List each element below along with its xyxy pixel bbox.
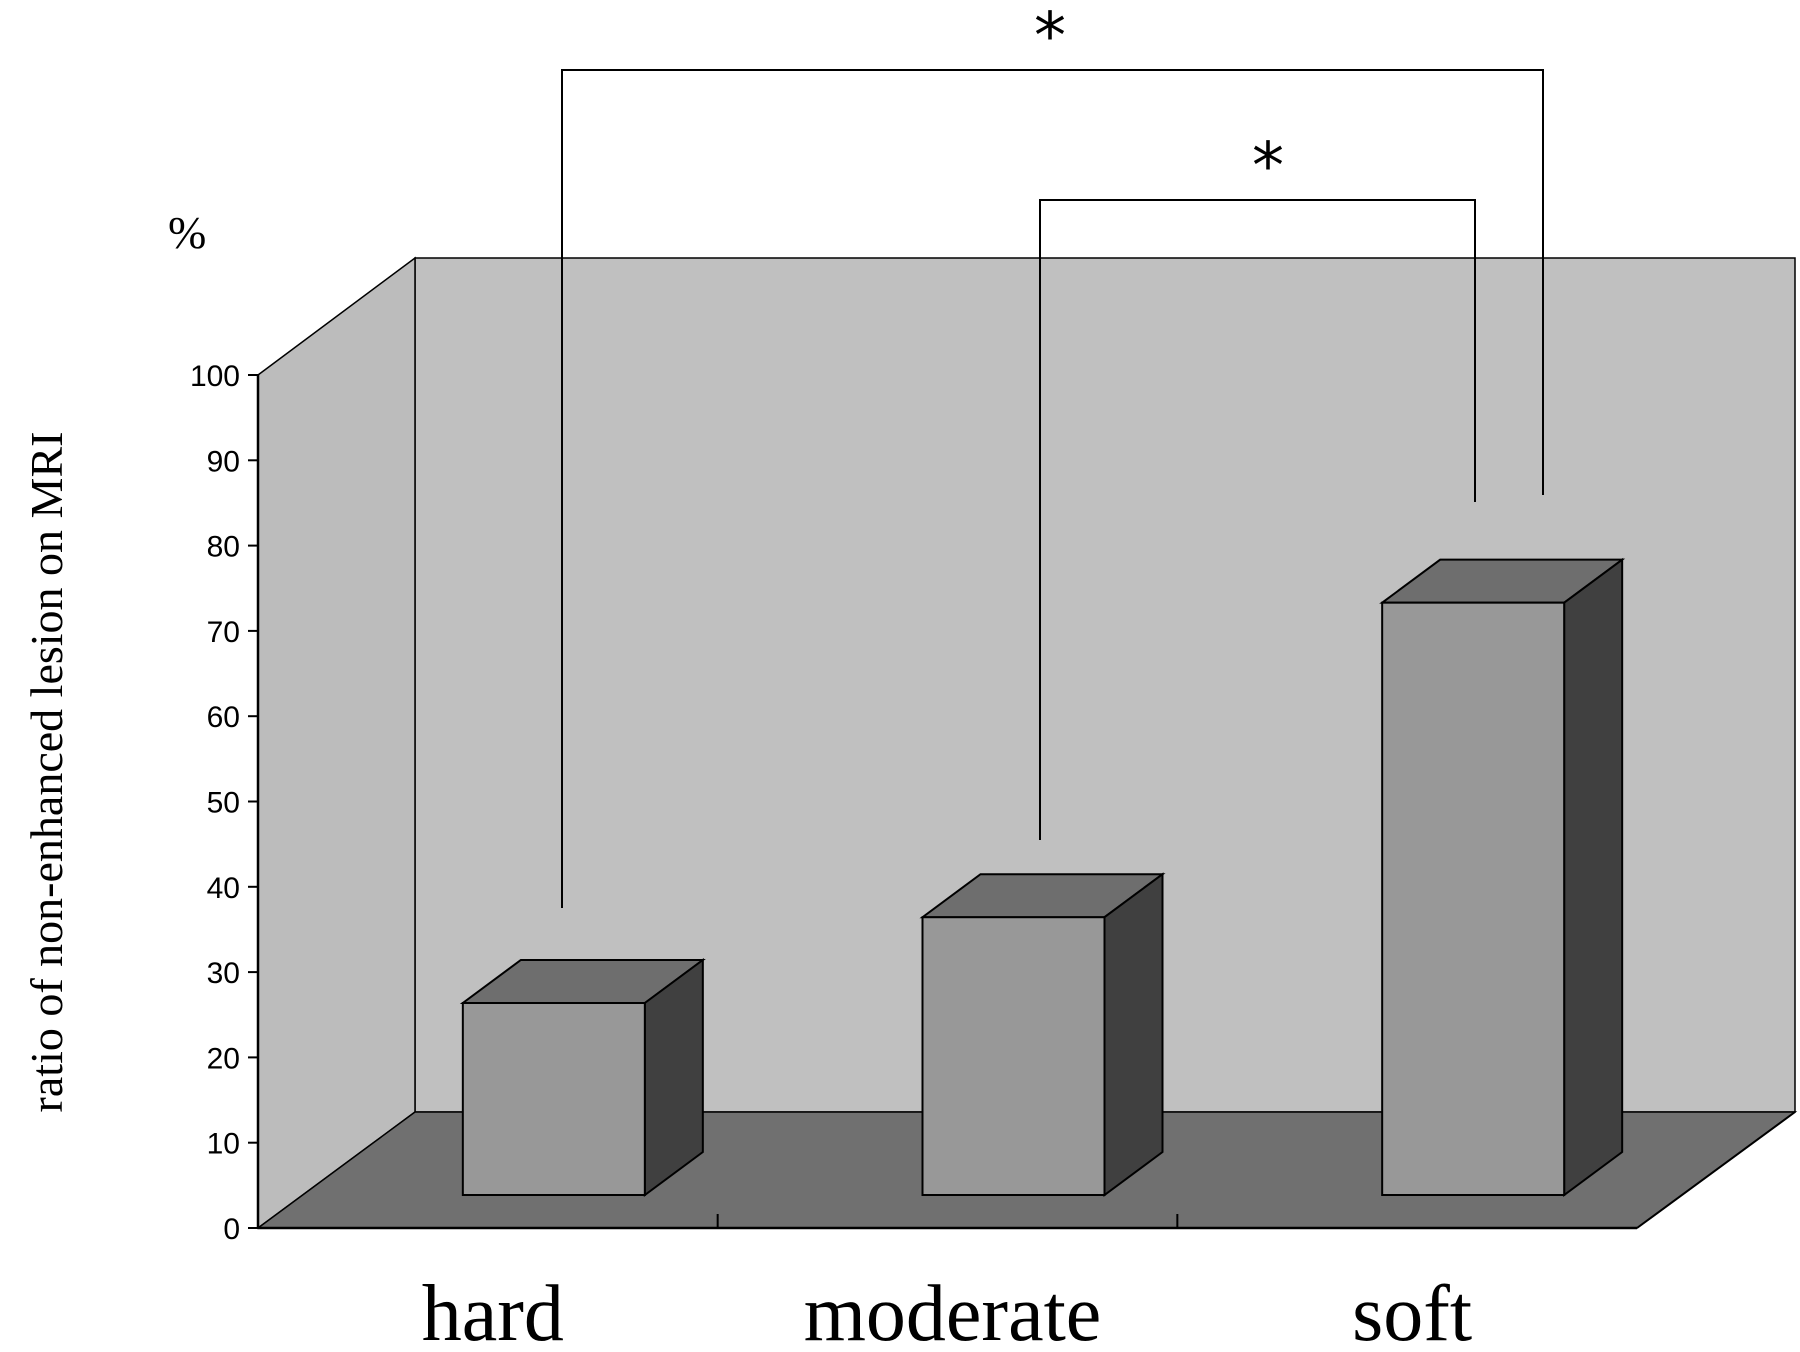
bar-side-face xyxy=(1103,872,1164,1197)
chart-side-wall xyxy=(257,256,416,1230)
bar-side-face xyxy=(1563,557,1624,1197)
bars xyxy=(459,557,1626,1197)
y-axis-unit: % xyxy=(168,207,206,258)
significance-star: * xyxy=(1252,130,1284,204)
bar-front-face xyxy=(461,1002,646,1196)
significance-bracket: * xyxy=(1039,130,1476,840)
y-tick-label: 0 xyxy=(223,1213,240,1246)
y-tick-label: 40 xyxy=(207,872,240,905)
bar-front-face xyxy=(1381,601,1566,1196)
bracket-line xyxy=(561,69,1544,908)
bar-hard xyxy=(459,958,706,1197)
significance-star: * xyxy=(1034,0,1066,74)
category-labels: hard moderate soft xyxy=(422,1270,1472,1352)
bar-soft xyxy=(1379,557,1626,1197)
y-tick-label: 90 xyxy=(207,445,240,478)
y-tick-label: 70 xyxy=(207,616,240,649)
y-tick-label: 80 xyxy=(207,531,240,564)
y-tick-label: 60 xyxy=(207,701,240,734)
category-label-moderate: moderate xyxy=(804,1270,1102,1352)
significance-bracket: * xyxy=(561,0,1544,908)
y-tick-label: 10 xyxy=(207,1128,240,1161)
y-tick-label: 30 xyxy=(207,957,240,990)
x-tick-marks xyxy=(716,1214,1179,1228)
y-tick-label: 100 xyxy=(190,360,240,393)
bar-moderate xyxy=(919,872,1166,1197)
category-label-hard: hard xyxy=(422,1270,564,1352)
y-axis-title: ratio of non-enhanced lesion on MRI xyxy=(21,432,72,1113)
bar-front-face xyxy=(921,916,1106,1196)
significance-brackets: ** xyxy=(561,0,1544,908)
category-label-soft: soft xyxy=(1352,1270,1472,1352)
y-ticks: 0 10 20 30 40 50 60 70 80 90 100 xyxy=(190,360,258,1246)
y-tick-label: 20 xyxy=(207,1042,240,1075)
y-tick-label: 50 xyxy=(207,787,240,820)
bracket-line xyxy=(1039,199,1476,840)
x-axis-depth-edge xyxy=(1636,1111,1796,1229)
